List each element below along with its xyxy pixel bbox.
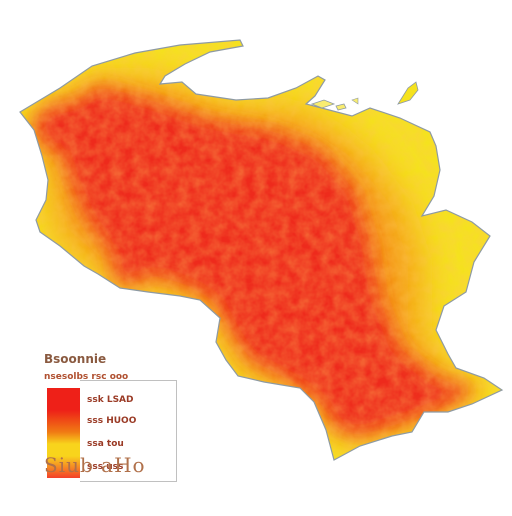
map-legend: Bsoonnie nsesolbs rsc ooo ssk LSAD sss H… [40,352,180,492]
source-caption: Siub aHo [44,453,146,477]
island-east [397,81,419,105]
legend-item-label: sss HUOO [87,416,137,426]
legend-item-label: ssa tou [87,439,124,449]
legend-swatch [47,432,80,456]
island-small-3 [351,97,359,105]
legend-subtitle: nsesolbs rsc ooo [44,372,129,382]
legend-swatch [47,456,80,478]
country-outline [19,39,504,461]
legend-swatch [47,410,80,432]
island-small-2 [335,103,347,111]
legend-title: Bsoonnie [44,352,107,366]
island-small-1 [310,99,336,109]
legend-item-label: sss uss [87,462,124,472]
legend-swatch [47,388,80,410]
legend-item-label: ssk LSAD [87,395,134,405]
legend-frame [80,380,177,482]
